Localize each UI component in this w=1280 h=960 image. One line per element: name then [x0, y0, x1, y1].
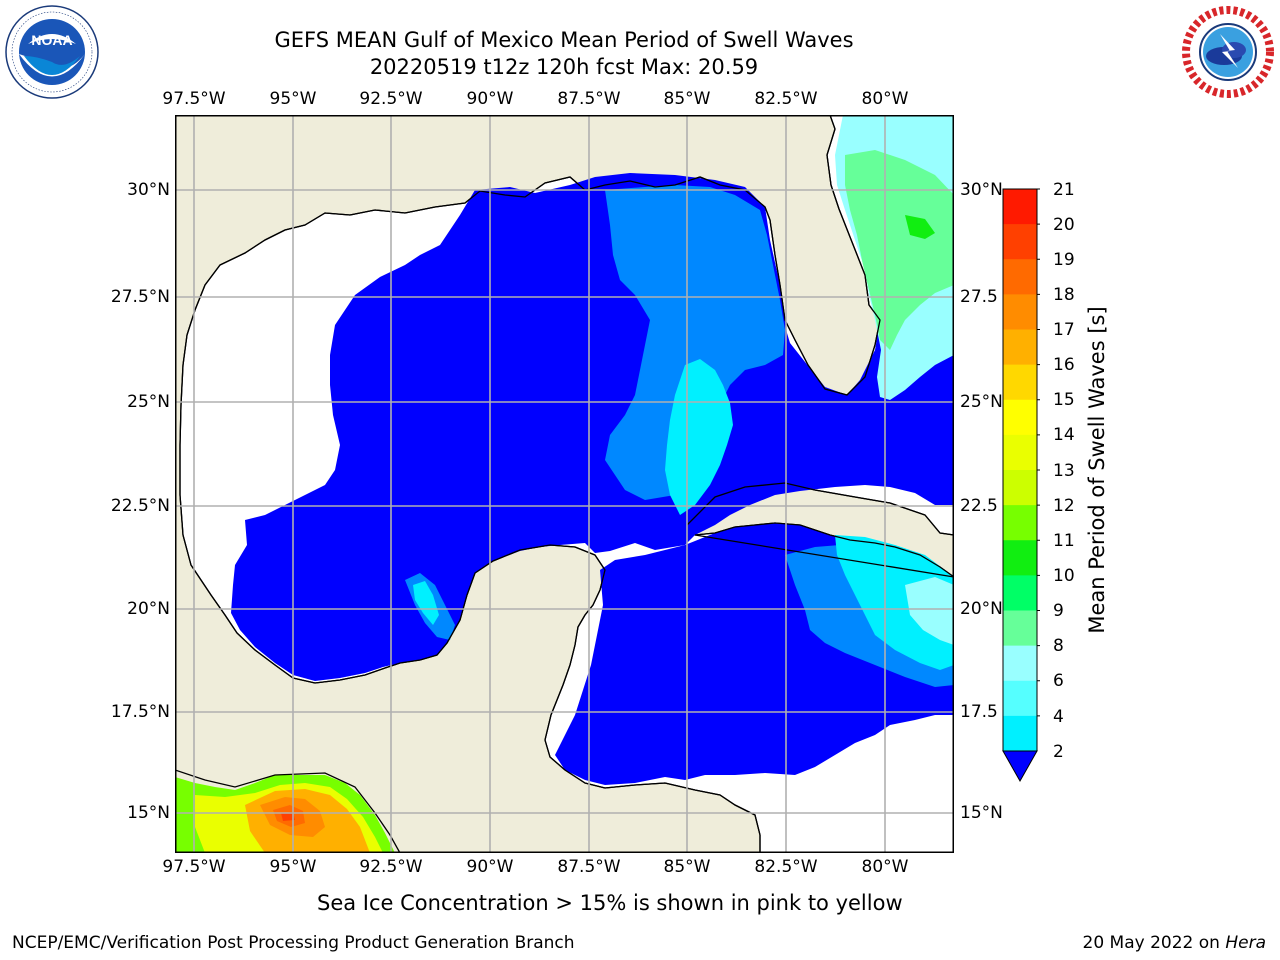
noaa-logo-icon: NOAA	[4, 4, 100, 104]
lat-label: 25°N	[960, 392, 1003, 412]
lon-label: 82.5°W	[754, 89, 818, 109]
colorbar-tick: 19	[1053, 250, 1075, 270]
lon-label: 80°W	[861, 857, 909, 877]
colorbar-tick: 2	[1053, 742, 1064, 762]
contour-9s-atlantic	[845, 150, 954, 350]
colorbar-band	[1003, 470, 1037, 506]
lon-label: 87.5°W	[557, 89, 621, 109]
colorbar-tick: 13	[1053, 461, 1075, 481]
contour-10s-atlantic	[905, 215, 935, 239]
contour-8s-caribbean-edge	[905, 577, 954, 645]
lon-label: 92.5°W	[359, 89, 423, 109]
colorbar-band	[1003, 189, 1037, 225]
colorbar-tick: 9	[1053, 601, 1064, 621]
sea-ice-note: Sea Ice Concentration > 15% is shown in …	[317, 891, 903, 915]
colorbar-tick: 12	[1053, 496, 1075, 516]
colorbar-band	[1003, 610, 1037, 647]
lon-label: 97.5°W	[162, 857, 226, 877]
lat-label: 17.5	[960, 702, 998, 722]
colorbar-band	[1003, 259, 1037, 295]
colorbar-tick: 15	[1053, 390, 1075, 410]
colorbar-band	[1003, 540, 1037, 576]
lon-label: 85°W	[663, 89, 711, 109]
colorbar-band	[1003, 645, 1037, 682]
lat-label: 30°N	[127, 180, 170, 200]
lat-label: 27.5°N	[110, 287, 170, 307]
coastlines	[175, 115, 954, 853]
map-frame	[175, 115, 954, 853]
lat-label: 30°N	[960, 180, 1003, 200]
lon-label: 87.5°W	[557, 857, 621, 877]
colorbar-tick: 16	[1053, 355, 1075, 375]
lat-label: 25°N	[127, 392, 170, 412]
contour-6s-campeche	[413, 581, 439, 625]
colorbar-band	[1003, 329, 1037, 366]
colorbar-tick: 8	[1053, 636, 1064, 656]
lon-label: 80°W	[861, 89, 909, 109]
colorbar-band	[1003, 575, 1037, 611]
lon-label: 82.5°W	[754, 857, 818, 877]
colorbar-bands	[1003, 188, 1040, 752]
colorbar	[1002, 188, 1040, 783]
map-grid	[175, 115, 954, 853]
lat-label: 27.5	[960, 287, 998, 307]
contour-20s-pacific	[281, 812, 295, 821]
lon-label: 97.5°W	[162, 89, 226, 109]
footer-machine: Hera	[1225, 933, 1266, 953]
colorbar-band	[1003, 434, 1037, 471]
footer-date-text: 20 May 2022 on	[1082, 933, 1226, 953]
contour-6s-caribbean	[835, 535, 954, 670]
lat-label: 20°N	[127, 599, 170, 619]
colorbar-tick: 18	[1053, 285, 1075, 305]
coastline-north-america	[179, 115, 881, 853]
lon-label: 90°W	[466, 857, 514, 877]
colorbar-band	[1003, 364, 1037, 401]
map-panel	[175, 115, 954, 853]
colorbar-band	[1003, 680, 1037, 717]
colorbar-tick: 4	[1053, 707, 1064, 727]
colorbar-band	[1003, 224, 1037, 260]
colorbar-tick: 11	[1053, 531, 1075, 551]
lat-label: 22.5	[960, 496, 998, 516]
lat-label: 17.5°N	[110, 702, 170, 722]
colorbar-tick: 6	[1053, 671, 1064, 691]
lon-label: 92.5°W	[359, 857, 423, 877]
colorbar-tick: 14	[1053, 425, 1075, 445]
lat-label: 20°N	[960, 599, 1003, 619]
svg-text:NOAA: NOAA	[31, 32, 72, 48]
lat-label: 15°N	[127, 803, 170, 823]
colorbar-band	[1003, 399, 1037, 436]
contour-6s-loop	[665, 359, 733, 515]
contour-4s-east-gulf	[605, 185, 785, 500]
swell-period-field	[175, 115, 954, 853]
colorbar-frame	[1002, 188, 1038, 752]
lon-label: 95°W	[269, 857, 317, 877]
colorbar-band	[1003, 715, 1037, 752]
lat-label: 22.5°N	[110, 496, 170, 516]
footer-date: 20 May 2022 on Hera	[1083, 933, 1267, 953]
colorbar-band	[1003, 294, 1037, 330]
colorbar-tick: 21	[1053, 180, 1075, 200]
colorbar-band	[1003, 505, 1037, 541]
chart-subtitle: 20220519 t12z 120h fcst Max: 20.59	[369, 55, 759, 79]
colorbar-label: Mean Period of Swell Waves [s]	[1085, 306, 1109, 634]
footer-credit: NCEP/EMC/Verification Post Processing Pr…	[12, 933, 575, 953]
lon-label: 95°W	[269, 89, 317, 109]
lon-label: 85°W	[663, 857, 711, 877]
lon-label: 90°W	[466, 89, 514, 109]
colorbar-tick: 10	[1053, 566, 1075, 586]
coastline-cuba	[686, 482, 954, 578]
colorbar-tick: 17	[1053, 320, 1075, 340]
colorbar-tick: 20	[1053, 215, 1075, 235]
colorbar-extend-arrow	[1002, 750, 1038, 783]
nws-logo-icon	[1180, 4, 1276, 104]
coastline-pacific	[175, 769, 401, 853]
chart-title: GEFS MEAN Gulf of Mexico Mean Period of …	[274, 28, 854, 52]
lat-label: 15°N	[960, 803, 1003, 823]
